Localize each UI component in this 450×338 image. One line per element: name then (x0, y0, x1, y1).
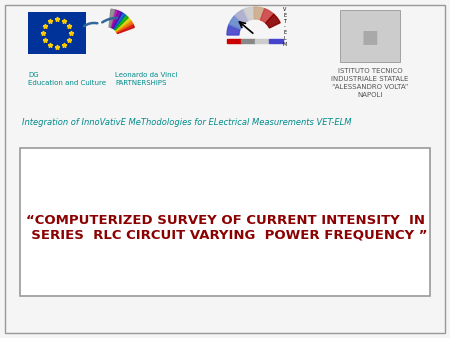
Polygon shape (109, 9, 115, 27)
Polygon shape (114, 15, 128, 30)
Polygon shape (112, 11, 122, 28)
Polygon shape (229, 16, 243, 29)
Polygon shape (115, 18, 130, 31)
Text: Leonardo da Vinci
PARTNERSHIPS: Leonardo da Vinci PARTNERSHIPS (115, 72, 177, 86)
Polygon shape (266, 14, 280, 28)
Bar (28, 12, 86, 54)
Polygon shape (261, 9, 274, 23)
Polygon shape (241, 39, 255, 43)
Polygon shape (254, 7, 265, 20)
Polygon shape (116, 21, 133, 32)
Polygon shape (113, 13, 125, 29)
Text: ▪: ▪ (360, 22, 379, 50)
Text: “COMPUTERIZED SURVEY OF CURRENT INTENSITY  IN
  SERIES  RLC CIRCUIT VARYING  POW: “COMPUTERIZED SURVEY OF CURRENT INTENSIT… (22, 214, 428, 242)
Bar (340, 10, 400, 62)
Polygon shape (110, 10, 118, 28)
Polygon shape (227, 39, 241, 43)
Polygon shape (269, 39, 283, 43)
Bar (20, 148, 430, 296)
Polygon shape (255, 39, 269, 43)
Polygon shape (117, 24, 134, 33)
Polygon shape (243, 7, 254, 20)
Text: ISTITUTO TECNICO
INDUSTRIALE STATALE
“ALESSANDRO VOLTA”
NAPOLI: ISTITUTO TECNICO INDUSTRIALE STATALE “AL… (331, 68, 409, 98)
Text: V
E
T
-
E
L
M: V E T - E L M (283, 7, 287, 47)
Polygon shape (227, 25, 240, 35)
Text: DG
Education and Culture: DG Education and Culture (28, 72, 106, 86)
Polygon shape (235, 9, 248, 24)
Text: Integration of InnoVativE MeThodologies for ELectrical Measurements VET-ELM: Integration of InnoVativE MeThodologies … (22, 118, 351, 127)
